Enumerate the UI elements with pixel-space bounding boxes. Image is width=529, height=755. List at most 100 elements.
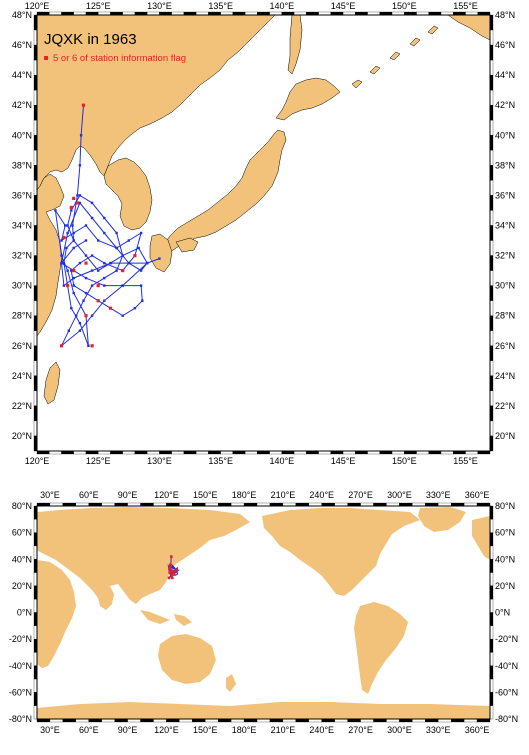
track-point: [72, 246, 75, 250]
track-point: [97, 239, 100, 242]
y-tick-label: 20°N: [12, 431, 32, 441]
y-tick-label: 38°N: [12, 160, 32, 170]
kuril-islands: [351, 25, 439, 89]
track-point: [90, 314, 94, 317]
japan-kyushu: [149, 233, 173, 273]
x-tick-label: 140°E: [270, 1, 295, 11]
asia-mainland: [37, 15, 276, 191]
y-tick-label: 44°N: [12, 70, 32, 80]
flag-point: [72, 196, 76, 200]
track-point: [60, 261, 63, 265]
track-point: [70, 269, 73, 272]
track-point: [127, 239, 130, 242]
track-point: [66, 269, 69, 272]
flag-point: [84, 261, 88, 265]
kamchatka-edge: [447, 15, 490, 41]
track-point: [78, 329, 82, 332]
world-y-tick-label: -20°N: [9, 634, 32, 644]
greenland: [418, 507, 466, 532]
track-point: [84, 291, 88, 295]
legend-flag-marker: [44, 56, 48, 60]
india: [98, 586, 114, 610]
track-point: [127, 261, 130, 265]
x-tick-label: 150°E: [392, 1, 417, 11]
track-point: [146, 261, 149, 265]
flag-point: [62, 235, 66, 240]
world-y-tick-label: 20°N: [12, 581, 32, 591]
y-tick-label: 40°N: [495, 130, 515, 140]
y-tick-label: 42°N: [12, 100, 32, 110]
south-america: [354, 602, 408, 694]
flag-point: [108, 306, 113, 310]
africa: [37, 560, 76, 668]
world-x-tick-label: 60°E: [79, 490, 99, 500]
world-x-tick-label: 210°E: [271, 725, 296, 735]
world-y-tick-label: 80°N: [495, 501, 515, 511]
y-tick-label: 48°N: [12, 10, 32, 20]
y-tick-label: 40°N: [12, 130, 32, 140]
track-point: [90, 216, 94, 220]
world-y-tick-label: -60°N: [495, 687, 518, 697]
track-point: [115, 231, 118, 235]
x-tick-label: 125°E: [86, 1, 111, 11]
track-point: [60, 239, 63, 242]
new-zealand: [226, 674, 236, 692]
world-y-tick-label: 60°N: [495, 528, 515, 538]
y-tick-label: 34°N: [495, 220, 515, 230]
flag-point: [69, 205, 73, 209]
track-point: [139, 284, 143, 287]
track-point: [90, 201, 94, 205]
sakhalin: [287, 15, 303, 75]
world-y-tick-label: 60°N: [12, 528, 32, 538]
x-tick-label: 145°E: [331, 456, 356, 466]
world-x-tick-label: 240°E: [309, 490, 334, 500]
world-flag-point: [171, 576, 174, 580]
track-point: [115, 269, 118, 272]
x-tick-label: 130°E: [147, 1, 172, 11]
track-point: [90, 284, 94, 287]
world-x-tick-label: 180°E: [232, 490, 257, 500]
x-tick-label: 155°E: [453, 456, 478, 466]
world-y-tick-label: 0°N: [17, 608, 32, 618]
taiwan: [43, 361, 61, 405]
y-tick-label: 46°N: [12, 40, 32, 50]
track-point: [72, 284, 75, 287]
world-y-tick-label: 0°N: [495, 608, 510, 618]
track-point: [76, 194, 79, 197]
flag-points: [59, 103, 137, 348]
y-tick-label: 32°N: [495, 251, 515, 261]
world-y-tick-label: 40°N: [495, 554, 515, 564]
track-point: [121, 254, 124, 257]
world-x-tick-label: 330°E: [426, 490, 451, 500]
y-tick-label: 30°N: [12, 281, 32, 291]
track-point: [82, 299, 85, 302]
flag-point: [81, 103, 86, 107]
x-tick-label: 130°E: [147, 456, 172, 466]
x-tick-label: 135°E: [208, 1, 233, 11]
japan-shikoku: [175, 237, 199, 253]
y-tick-label: 34°N: [12, 220, 32, 230]
flag-point: [90, 344, 94, 348]
track-point: [139, 269, 143, 272]
y-tick-label: 42°N: [495, 100, 515, 110]
x-tick-label: 155°E: [453, 1, 478, 11]
track-point: [78, 261, 82, 265]
japan-honshu: [157, 129, 287, 255]
x-tick-label: 120°E: [25, 456, 50, 466]
track-point: [72, 231, 75, 235]
world-flag-point: [170, 573, 173, 577]
track-point: [62, 284, 66, 287]
x-tick-label: 125°E: [86, 456, 111, 466]
track-point: [70, 307, 73, 310]
north-america: [262, 508, 420, 596]
track-point: [141, 299, 144, 302]
world-x-tick-label: 300°E: [387, 490, 412, 500]
world-flag-point: [175, 568, 179, 572]
y-tick-label: 24°N: [495, 371, 515, 381]
world-x-tick-label: 360°E: [465, 490, 490, 500]
world-y-tick-label: -60°N: [9, 687, 32, 697]
y-tick-label: 22°N: [12, 401, 32, 411]
y-tick-label: 44°N: [495, 70, 515, 80]
track-point: [139, 231, 143, 235]
world-x-tick-label: 240°E: [309, 725, 334, 735]
